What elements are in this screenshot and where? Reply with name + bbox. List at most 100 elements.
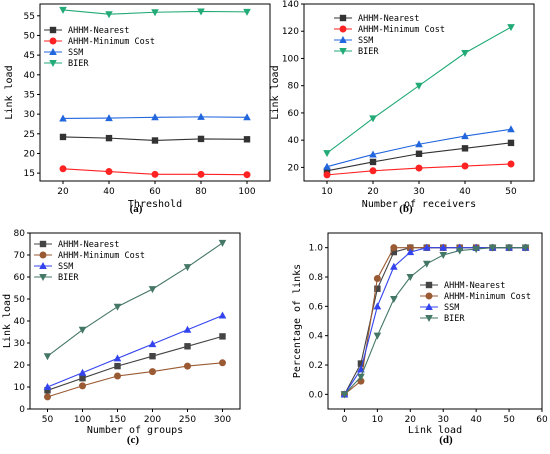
x-tick-label: 60 bbox=[149, 187, 161, 197]
data-point bbox=[151, 9, 159, 17]
data-point bbox=[507, 24, 515, 32]
data-point bbox=[105, 168, 113, 176]
data-point bbox=[219, 359, 226, 367]
legend-marker bbox=[39, 251, 47, 259]
legend-entry: SSM bbox=[444, 303, 459, 313]
data-point bbox=[148, 340, 157, 348]
x-tick-label: 300 bbox=[214, 415, 231, 425]
legend-entry: AHHM-Minimum Cost bbox=[68, 37, 155, 47]
legend-marker bbox=[339, 48, 347, 55]
data-point bbox=[507, 160, 515, 168]
x-tick-label: 60 bbox=[536, 415, 548, 425]
data-point bbox=[369, 167, 377, 175]
data-point bbox=[455, 247, 464, 255]
x-tick-label: 200 bbox=[144, 415, 161, 425]
legend-entry: AHHM-Nearest bbox=[68, 26, 129, 36]
data-point bbox=[184, 362, 191, 370]
data-point bbox=[44, 393, 51, 401]
legend-marker bbox=[425, 303, 433, 310]
data-point bbox=[59, 133, 67, 141]
data-point bbox=[415, 82, 423, 90]
x-tick-label: 40 bbox=[103, 187, 115, 197]
y-tick-label: 0.8 bbox=[309, 273, 324, 283]
data-point bbox=[149, 353, 156, 360]
x-tick-label: 150 bbox=[109, 415, 126, 425]
x-tick-label: 0 bbox=[342, 415, 348, 425]
series-ahhm-minimum-cost bbox=[323, 160, 515, 179]
legend-entry: SSM bbox=[358, 36, 373, 46]
legend-entry: AHHM-Nearest bbox=[444, 281, 505, 291]
y-tick-label: 10 bbox=[14, 383, 26, 393]
data-point bbox=[59, 165, 67, 173]
series-ssm bbox=[340, 243, 530, 398]
series-line bbox=[47, 242, 223, 357]
data-point bbox=[461, 145, 469, 152]
y-tick-label: 140 bbox=[282, 0, 299, 10]
data-point bbox=[461, 50, 469, 58]
x-tick-label: 10 bbox=[372, 415, 384, 425]
legend-entry: SSM bbox=[68, 48, 83, 58]
data-point bbox=[105, 114, 113, 122]
x-tick-label: 50 bbox=[42, 415, 54, 425]
x-tick-label: 40 bbox=[459, 187, 471, 197]
x-tick-label: 10 bbox=[321, 187, 333, 197]
legend-marker bbox=[339, 25, 347, 33]
data-point bbox=[243, 171, 251, 179]
data-point bbox=[507, 125, 515, 133]
panel-label: (b) bbox=[399, 203, 413, 215]
data-point bbox=[406, 274, 415, 281]
data-point bbox=[243, 8, 251, 16]
chart-panel-4: 0 10 20 30 40 50 60 0.0 0.2 0.4 0.6 0.8 1.0 Link load… bbox=[292, 232, 548, 446]
series-ahhm-nearest bbox=[44, 333, 226, 394]
x-tick-label: 20 bbox=[367, 187, 379, 197]
y-tick-label: 1.0 bbox=[309, 244, 324, 254]
legend-entry: BIER bbox=[358, 47, 379, 57]
y-tick-label: 0.6 bbox=[309, 302, 324, 312]
data-point bbox=[373, 274, 381, 282]
data-point bbox=[390, 296, 398, 303]
data-point bbox=[374, 285, 381, 292]
legend-marker bbox=[339, 36, 347, 43]
data-point bbox=[369, 115, 377, 123]
data-point bbox=[78, 326, 87, 334]
legend-entry: AHHM-Minimum Cost bbox=[444, 292, 531, 302]
data-point bbox=[79, 382, 86, 390]
chart-panel-3: 50 100 150 200 250 300 0 10 20 30 40 50 60 70 80 Number… bbox=[2, 229, 241, 446]
data-point bbox=[472, 246, 480, 254]
x-tick-label: 20 bbox=[405, 415, 417, 425]
y-tick-label: 0.2 bbox=[309, 361, 323, 371]
data-point bbox=[114, 372, 121, 380]
series-line bbox=[47, 314, 223, 388]
legend-marker bbox=[39, 262, 47, 269]
x-tick-label: 100 bbox=[74, 415, 91, 425]
y-tick-label: 120 bbox=[282, 27, 299, 37]
data-point bbox=[507, 139, 515, 147]
series-ahhm-nearest bbox=[59, 133, 251, 144]
series-bier bbox=[43, 239, 227, 361]
data-point bbox=[406, 248, 415, 256]
data-point bbox=[184, 343, 191, 350]
y-tick-label: 40 bbox=[24, 71, 36, 81]
y-tick-label: 50 bbox=[14, 295, 26, 305]
series-ahhm-minimum-cost bbox=[59, 165, 251, 179]
x-tick-label: 50 bbox=[505, 187, 517, 197]
data-point bbox=[197, 170, 205, 178]
chart-panel-2: 10 20 30 40 50 20 40 60 80 100 120 140 Number of rec… bbox=[270, 0, 535, 215]
y-tick-label: 80 bbox=[14, 229, 26, 239]
data-point bbox=[323, 162, 331, 170]
data-point bbox=[369, 158, 377, 166]
series-ssm bbox=[43, 311, 227, 390]
y-tick-label: 100 bbox=[282, 54, 299, 64]
chart-panel-1: 20 40 60 80 100 15 20 25 30 35 40 45 50 55 Threshold Li… bbox=[4, 3, 271, 215]
data-point bbox=[243, 136, 251, 143]
y-tick-label: 15 bbox=[24, 169, 35, 179]
y-tick-label: 50 bbox=[24, 31, 36, 41]
data-point bbox=[151, 113, 159, 121]
legend-marker bbox=[425, 315, 433, 322]
y-axis-label: Link load bbox=[4, 65, 15, 119]
data-point bbox=[357, 373, 365, 381]
data-point bbox=[151, 137, 159, 144]
data-point bbox=[219, 333, 226, 340]
